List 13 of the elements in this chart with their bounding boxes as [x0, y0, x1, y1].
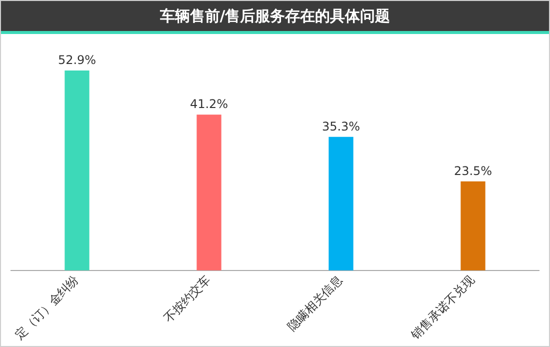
x-tick-label: 定（订）金纠纷	[12, 272, 82, 342]
data-label: 52.9%	[58, 52, 96, 67]
bar	[328, 136, 354, 270]
data-label: 41.2%	[190, 97, 228, 112]
bar	[460, 181, 486, 270]
x-tick-label: 隐瞒相关信息	[284, 272, 346, 334]
x-tick-label: 销售承诺不兑现	[407, 272, 478, 343]
chart-title: 车辆售前/售后服务存在的具体问题	[1, 1, 549, 34]
data-label: 35.3%	[322, 119, 360, 134]
x-tick-label: 不按约交车	[161, 272, 214, 326]
bar	[64, 70, 90, 270]
data-label: 23.5%	[454, 164, 492, 178]
bar	[196, 114, 222, 270]
